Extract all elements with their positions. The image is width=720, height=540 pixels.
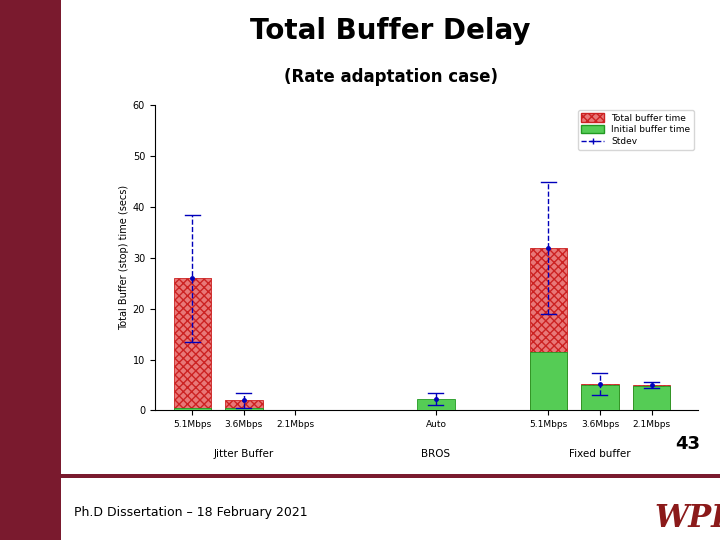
Y-axis label: Total Buffer (stop) time (secs): Total Buffer (stop) time (secs): [119, 185, 129, 330]
Text: 43: 43: [675, 435, 701, 453]
Text: BROS: BROS: [421, 449, 451, 460]
Legend: Total buffer time, Initial buffer time, Stdev: Total buffer time, Initial buffer time, …: [577, 110, 694, 150]
Bar: [225, 400, 263, 410]
Bar: [174, 278, 211, 410]
Text: Fixed buffer: Fixed buffer: [570, 449, 631, 460]
Text: Jitter Buffer: Jitter Buffer: [214, 449, 274, 460]
Text: WPI: WPI: [654, 503, 720, 534]
Bar: [174, 408, 211, 410]
Bar: [530, 352, 567, 410]
Bar: [530, 248, 567, 410]
Bar: [417, 399, 455, 410]
Text: Total Buffer Delay: Total Buffer Delay: [251, 17, 531, 45]
Bar: [581, 384, 618, 410]
Bar: [633, 385, 670, 410]
Bar: [225, 408, 263, 410]
Text: Ph.D Dissertation – 18 February 2021: Ph.D Dissertation – 18 February 2021: [74, 505, 307, 518]
Text: (Rate adaptation case): (Rate adaptation case): [284, 68, 498, 86]
Bar: [581, 385, 618, 410]
Bar: [633, 386, 670, 410]
